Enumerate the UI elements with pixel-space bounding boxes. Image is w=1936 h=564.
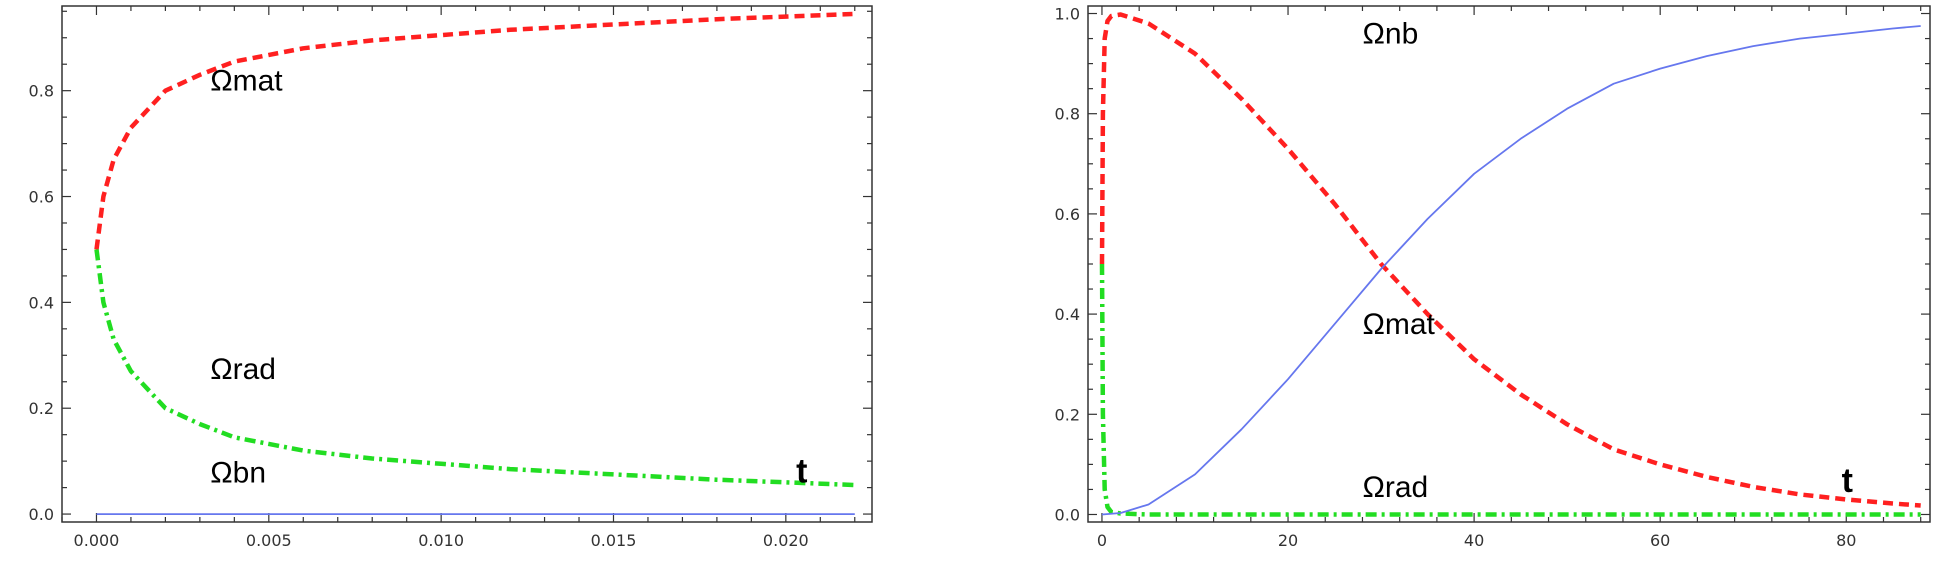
annotation-label: Ωmat bbox=[1362, 308, 1435, 341]
y-tick-label: 0.6 bbox=[29, 188, 54, 207]
y-tick-label: 0.2 bbox=[1055, 405, 1080, 424]
x-tick-label: 0.005 bbox=[246, 531, 292, 550]
x-tick-label: 0.000 bbox=[74, 531, 120, 550]
chart-right: 0 20 40 60 80 0.0 0.2 0.4 0.6 0.8 1.0 Ωnb Ωmat Ωrad t bbox=[1055, 5, 1931, 550]
y-tick-label: 0.4 bbox=[1055, 305, 1080, 324]
plot-frame bbox=[61, 5, 873, 523]
y-tick-label: 1.0 bbox=[1055, 5, 1080, 24]
annotation-label: Ωbn bbox=[210, 456, 266, 489]
series-line-Ωrad bbox=[94, 249, 855, 488]
y-tick-label: 0.8 bbox=[29, 82, 54, 101]
annotation-label: t bbox=[1842, 462, 1853, 500]
y-tick-label: 0.6 bbox=[1055, 205, 1080, 224]
series-line-Ωmat bbox=[94, 11, 855, 250]
x-tick-label: 0.010 bbox=[418, 531, 464, 550]
annotation-label: t bbox=[796, 452, 807, 490]
x-tick-label: 20 bbox=[1278, 531, 1298, 550]
annotation-label: Ωnb bbox=[1362, 18, 1418, 51]
series-line-Ωnb bbox=[1101, 25, 1921, 516]
annotation-label: Ωrad bbox=[210, 353, 276, 386]
series-line-Ωrad bbox=[1099, 263, 1921, 517]
x-tick-label: 60 bbox=[1650, 531, 1670, 550]
annotation-label: Ωmat bbox=[210, 65, 283, 98]
x-tick-label: 80 bbox=[1836, 531, 1856, 550]
plot-frame bbox=[1087, 5, 1931, 523]
x-tick-label: 0.015 bbox=[591, 531, 637, 550]
y-tick-label: 0.8 bbox=[1055, 105, 1080, 124]
x-tick-label: 0 bbox=[1097, 531, 1107, 550]
x-tick-label: 0.020 bbox=[763, 531, 809, 550]
y-tick-label: 0.4 bbox=[29, 293, 54, 312]
y-tick-label: 0.0 bbox=[29, 505, 54, 524]
chart-left: 0.000 0.005 0.010 0.015 0.020 0.0 0.2 0.4 0.6 0.8… bbox=[29, 5, 873, 550]
y-tick-label: 0.2 bbox=[29, 399, 54, 418]
annotation-label: Ωrad bbox=[1362, 471, 1428, 504]
series-line-Ωmat bbox=[1099, 12, 1921, 508]
x-tick-label: 40 bbox=[1464, 531, 1484, 550]
y-tick-label: 0.0 bbox=[1055, 505, 1080, 524]
